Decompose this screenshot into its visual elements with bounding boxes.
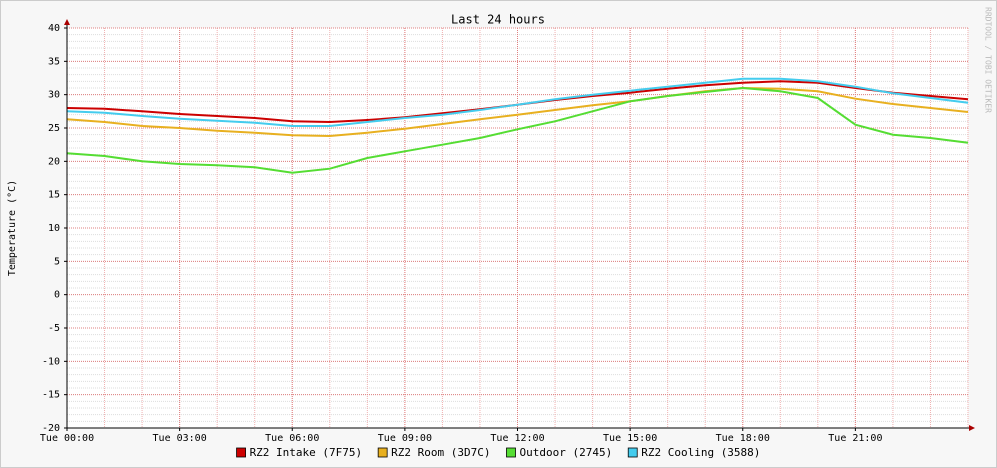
series-line <box>66 86 969 138</box>
y-tick-label: -5 <box>48 323 60 334</box>
legend: RZ2 Intake (7F75) RZ2 Room (3D7C) Outdoor … <box>236 446 760 459</box>
series-line <box>66 86 969 174</box>
legend-item: Outdoor (2745) <box>506 446 613 459</box>
legend-swatch <box>236 447 246 458</box>
watermark: RRDTOOL / TOBI OETIKER <box>984 7 993 113</box>
y-tick-label: 35 <box>48 56 60 67</box>
y-tick-label: -10 <box>42 356 60 367</box>
x-tick-label: Tue 03:00 <box>153 433 207 444</box>
legend-swatch <box>627 447 638 458</box>
y-tick-label: 5 <box>54 256 60 267</box>
legend-label: RZ2 Room (3D7C) <box>391 446 490 459</box>
x-tick-label: Tue 18:00 <box>716 433 770 444</box>
legend-label: RZ2 Intake (7F75) <box>250 446 363 459</box>
x-tick-label: Tue 06:00 <box>265 433 319 444</box>
legend-item: RZ2 Room (3D7C) <box>377 446 491 459</box>
y-tick-label: -20 <box>42 423 60 434</box>
x-tick-label: Tue 00:00 <box>40 433 94 444</box>
y-tick-label: 40 <box>48 23 60 34</box>
y-tick-label: 20 <box>48 156 60 167</box>
x-tick-label: Tue 15:00 <box>603 433 657 444</box>
x-arrow <box>969 425 975 431</box>
y-tick-label: 0 <box>54 290 60 301</box>
y-tick-label: -15 <box>42 390 60 401</box>
x-tick-label: Tue 09:00 <box>378 433 432 444</box>
legend-swatch <box>377 447 388 458</box>
y-axis-label: Temperature (°C) <box>7 180 18 276</box>
y-tick-label: 10 <box>48 223 60 234</box>
x-tick-label: Tue 12:00 <box>490 433 544 444</box>
legend-item: RZ2 Cooling (3588) <box>627 446 760 459</box>
y-tick-label: 30 <box>48 90 60 101</box>
legend-swatch <box>506 447 516 458</box>
y-tick-label: 15 <box>48 190 60 201</box>
lines <box>66 77 969 174</box>
legend-label: RZ2 Cooling (3588) <box>641 446 760 459</box>
y-arrow <box>64 19 70 25</box>
legend-item: RZ2 Intake (7F75) <box>236 446 363 459</box>
chart-title: Last 24 hours <box>451 13 545 27</box>
legend-label: Outdoor (2745) <box>520 446 613 459</box>
x-tick-label: Tue 21:00 <box>828 433 882 444</box>
axes <box>64 19 975 431</box>
series-line <box>66 77 969 127</box>
y-tick-label: 25 <box>48 123 60 134</box>
